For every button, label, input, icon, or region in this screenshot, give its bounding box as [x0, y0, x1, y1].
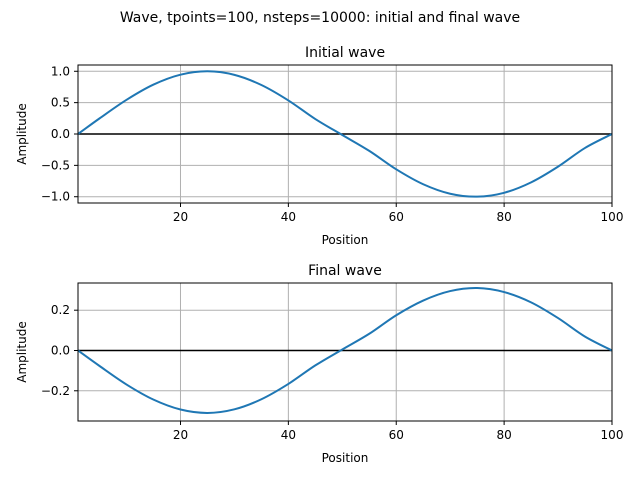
y-tick-label: 0.5: [51, 96, 70, 110]
subplot-final-wave: 20 40 60 80 100 −0.2 0.0 0.2 Final wave Position A…: [15, 263, 623, 465]
y-tick-label: −0.5: [41, 158, 70, 172]
subplot-title: Initial wave: [305, 45, 385, 61]
y-tick-label: −0.2: [41, 384, 70, 398]
x-tick-label: 80: [496, 210, 511, 224]
x-tick-label: 80: [496, 428, 511, 442]
x-tick-label: 20: [173, 428, 188, 442]
x-axis-label: Position: [322, 451, 369, 465]
wave-series-line: [77, 287, 613, 414]
y-axis-label: Amplitude: [15, 321, 29, 383]
x-tick-label: 40: [281, 210, 296, 224]
x-tick-label: 40: [281, 428, 296, 442]
x-tick-label: 20: [173, 210, 188, 224]
x-tick-label: 60: [389, 428, 404, 442]
y-tick-label: 1.0: [51, 64, 70, 78]
subplot-initial-wave: 20 40 60 80 100 −1.0 −0.5 0.0 0.5 1.0 Initial wave…: [15, 45, 623, 247]
wave-series-line: [77, 70, 613, 198]
y-tick-label: −1.0: [41, 190, 70, 204]
x-tick-label: 100: [601, 428, 624, 442]
figure-suptitle: Wave, tpoints=100, nsteps=10000: initial…: [120, 10, 520, 26]
axes-frame: [77, 282, 613, 422]
y-axis-label: Amplitude: [15, 103, 29, 165]
x-tick-label: 60: [389, 210, 404, 224]
y-tick-label: 0.0: [51, 127, 70, 141]
x-tick-label: 100: [601, 210, 624, 224]
x-axis-label: Position: [322, 233, 369, 247]
y-tick-label: 0.2: [51, 303, 70, 317]
subplot-title: Final wave: [308, 263, 382, 279]
y-tick-label: 0.0: [51, 343, 70, 357]
